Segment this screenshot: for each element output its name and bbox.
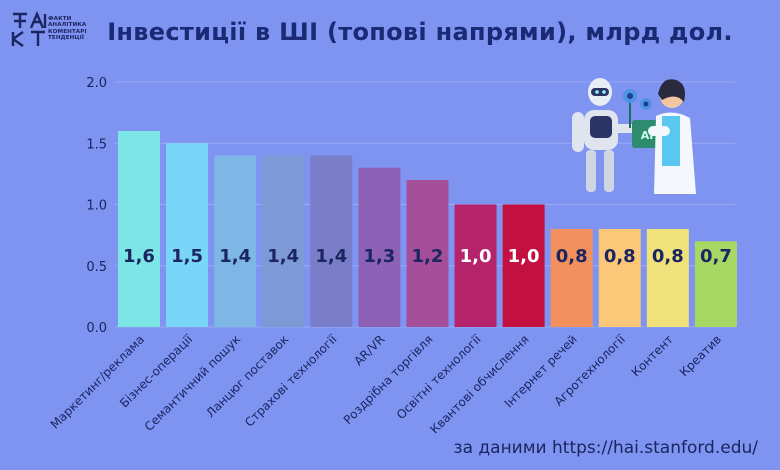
bar-value-label: 0,8	[556, 246, 588, 267]
x-tick-label: Роздрібна торгівля	[341, 332, 436, 427]
logo-line: ФАКТИ	[48, 16, 72, 22]
robot-and-scientist-illustration: AI	[572, 78, 696, 194]
x-tick-label: Ланцюг поставок	[203, 332, 291, 420]
bar	[166, 143, 209, 327]
x-tick-label: Страхові технології	[242, 332, 340, 430]
brand-logo: ФАКТИ АНАЛІТИКА КОМЕНТАРІ ТЕНДЕНЦІЇ	[10, 10, 120, 50]
bar-value-label: 0,7	[700, 246, 732, 267]
bar	[406, 180, 449, 327]
y-tick-label: 1.5	[86, 137, 107, 152]
bar	[214, 155, 257, 327]
bar-value-label: 1,3	[363, 246, 395, 267]
bar-value-label: 1,6	[123, 246, 155, 267]
x-tick-label: Освітні технології	[394, 332, 484, 422]
bar-value-label: 1,4	[315, 246, 347, 267]
x-tick-label: Маркетинг/реклама	[48, 332, 147, 431]
y-tick-label: 0.0	[86, 321, 107, 336]
x-tick-label: Контент	[629, 332, 676, 379]
chart-title: Інвестиції в ШІ (топові напрями), млрд д…	[107, 18, 733, 46]
bar	[502, 204, 545, 327]
x-tick-label: Креатив	[677, 332, 724, 379]
y-tick-label: 1.0	[86, 199, 107, 214]
bar-value-label: 1,4	[219, 246, 251, 267]
bar	[118, 131, 160, 327]
x-tick-label: Семантичний пошук	[142, 332, 244, 434]
x-tick-label: Квантові обчислення	[427, 332, 531, 436]
flower-icon	[623, 89, 652, 128]
bar	[598, 229, 641, 327]
robot-icon	[572, 78, 642, 192]
bar-value-label: 1,2	[412, 246, 444, 267]
source-note: за даними https://hai.stanford.edu/	[453, 438, 758, 458]
bar-value-label: 1,0	[508, 246, 540, 267]
bar-value-label: 0,8	[604, 246, 636, 267]
bar-value-label: 0,8	[652, 246, 684, 267]
bar	[454, 204, 497, 327]
scientist-icon	[648, 79, 696, 194]
bar	[646, 229, 689, 327]
bar	[694, 241, 737, 327]
bar	[550, 229, 593, 327]
logo-line: КОМЕНТАРІ	[48, 28, 87, 35]
y-tick-label: 0.5	[86, 260, 107, 275]
logo-line: ТЕНДЕНЦІЇ	[48, 35, 85, 42]
brand-logo-text: ФАКТИ АНАЛІТИКА КОМЕНТАРІ ТЕНДЕНЦІЇ	[48, 16, 87, 42]
x-tick-label: AR/VR	[351, 332, 387, 368]
bar	[358, 167, 401, 327]
brand-logo-mark	[11, 10, 47, 47]
bar	[262, 155, 305, 327]
y-tick-label: 2.0	[86, 76, 107, 91]
bar-value-label: 1,0	[460, 246, 492, 267]
bar-value-label: 1,4	[267, 246, 299, 267]
logo-line: АНАЛІТИКА	[48, 22, 87, 29]
bar-value-label: 1,5	[171, 246, 203, 267]
bar	[310, 155, 353, 327]
